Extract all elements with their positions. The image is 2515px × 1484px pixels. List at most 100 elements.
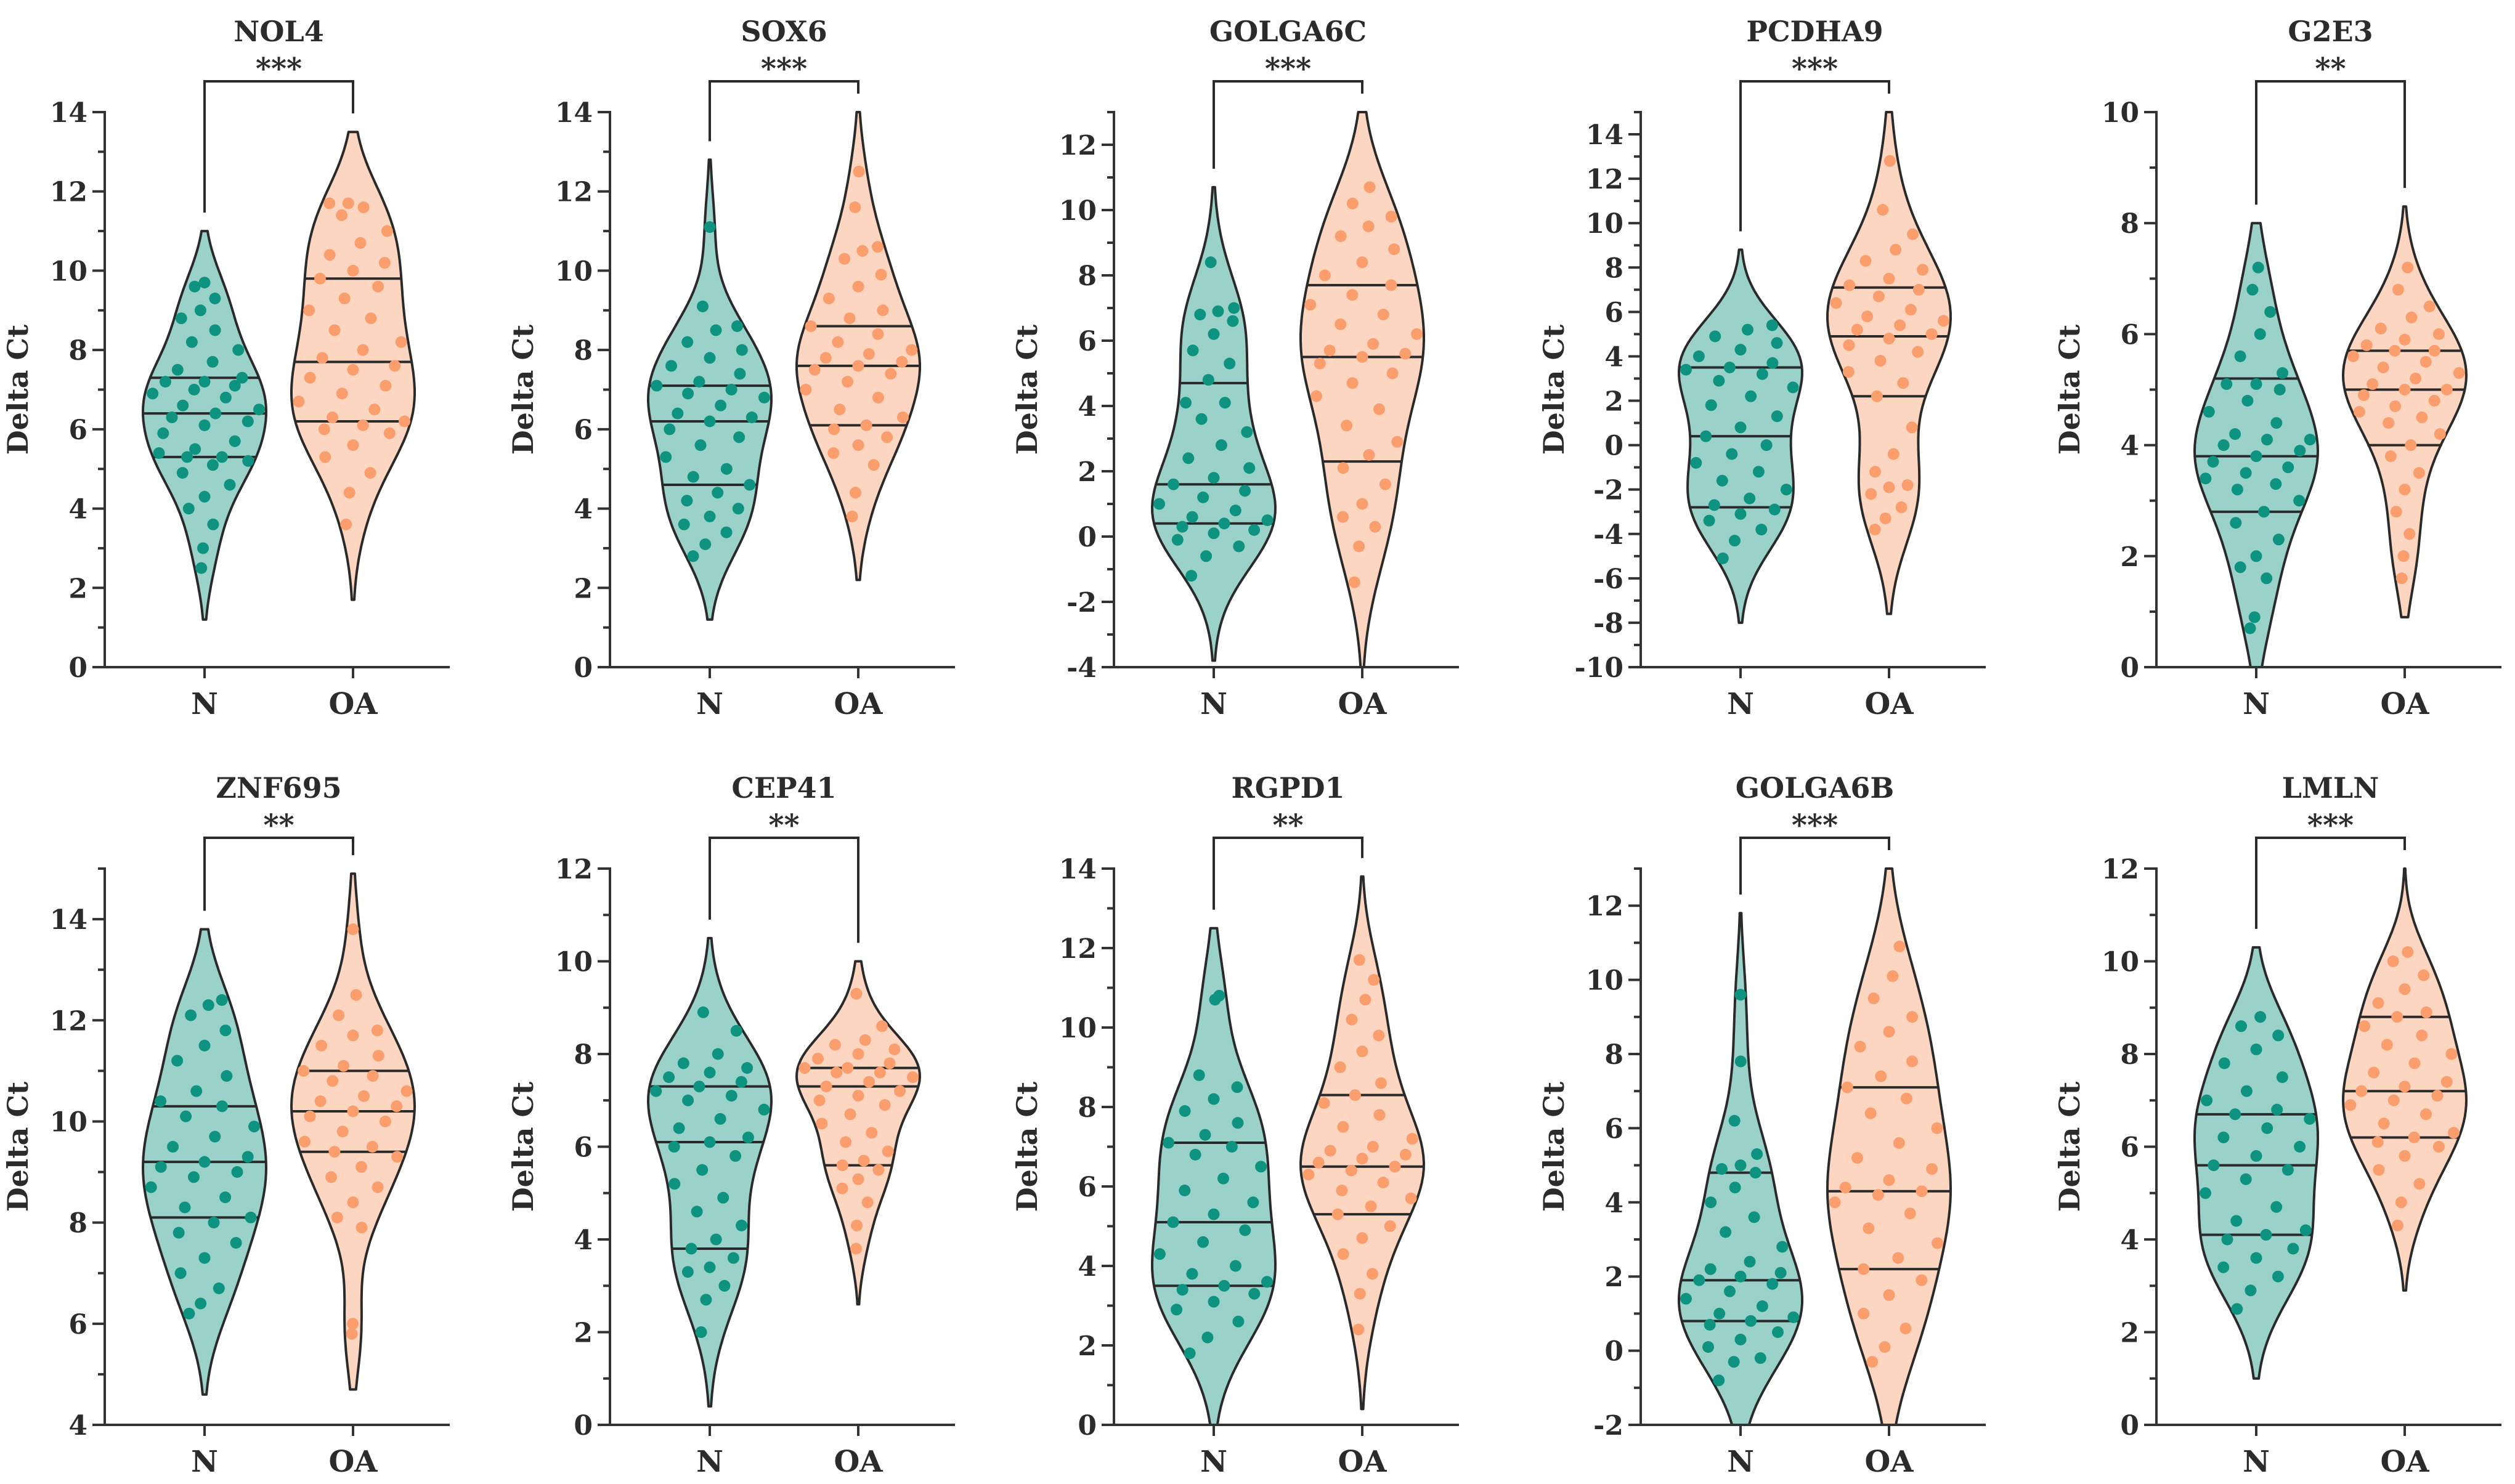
data-point-n bbox=[1728, 1114, 1741, 1127]
data-point-n bbox=[171, 363, 184, 376]
y-tick-label: 10 bbox=[50, 256, 87, 287]
data-point-n bbox=[2200, 1187, 2211, 1199]
data-point-oa bbox=[2368, 1066, 2380, 1079]
data-point-oa bbox=[852, 280, 864, 293]
data-point-oa bbox=[1843, 339, 1855, 351]
data-point-n bbox=[160, 376, 171, 388]
data-point-oa bbox=[304, 371, 316, 384]
data-point-oa bbox=[1900, 1092, 1912, 1105]
data-point-n bbox=[1693, 1274, 1705, 1286]
data-point-oa bbox=[357, 344, 369, 356]
y-tick-label: 0 bbox=[1604, 431, 1623, 462]
y-tick-label: 0 bbox=[1078, 522, 1097, 553]
data-point-oa bbox=[1302, 1169, 1315, 1181]
data-point-oa bbox=[2416, 1029, 2428, 1042]
data-point-n bbox=[2229, 1108, 2241, 1121]
data-point-oa bbox=[813, 1094, 826, 1106]
y-tick-label: 2 bbox=[2120, 541, 2139, 573]
data-point-n bbox=[1208, 527, 1220, 540]
data-point-oa bbox=[2367, 378, 2379, 390]
data-point-n bbox=[242, 455, 254, 467]
data-point-n bbox=[734, 368, 746, 380]
data-point-n bbox=[704, 1136, 716, 1148]
data-point-n bbox=[697, 1006, 709, 1018]
violin-n bbox=[647, 936, 773, 1408]
data-point-n bbox=[650, 1085, 662, 1097]
data-point-n bbox=[1153, 1248, 1166, 1260]
data-point-oa bbox=[1858, 1307, 1870, 1320]
data-point-n bbox=[1709, 330, 1721, 343]
data-point-oa bbox=[2402, 946, 2414, 958]
data-point-n bbox=[1703, 514, 1715, 527]
data-point-oa bbox=[2408, 1057, 2421, 1069]
chart-title: GOLGA6B bbox=[1736, 771, 1895, 805]
x-tick-label-oa: OA bbox=[1338, 1445, 1387, 1479]
significance-bracket bbox=[1739, 80, 1890, 232]
y-tick-label: 4 bbox=[574, 1225, 593, 1256]
chart-title: GOLGA6C bbox=[1209, 15, 1367, 48]
y-tick-label: 2 bbox=[2120, 1318, 2139, 1349]
data-point-n bbox=[1702, 1341, 1714, 1353]
panel-g2e3: 0 2 4 6 8 10 N OA Delta Ct G2E3 ** bbox=[2053, 15, 2501, 721]
data-point-oa bbox=[1932, 1237, 1944, 1249]
data-point-n bbox=[694, 439, 707, 452]
data-point-n bbox=[2299, 1224, 2312, 1236]
data-point-oa bbox=[1385, 279, 1397, 291]
y-tick-label: 4 bbox=[574, 494, 593, 525]
y-tick-label: -4 bbox=[1593, 519, 1623, 551]
y-tick-label: 4 bbox=[68, 494, 87, 525]
data-point-oa bbox=[2395, 572, 2408, 585]
data-point-n bbox=[1201, 1331, 1214, 1344]
data-point-n bbox=[1171, 533, 1184, 546]
data-point-n bbox=[682, 1094, 694, 1106]
y-tick-label: 10 bbox=[1586, 965, 1623, 997]
data-point-n bbox=[2272, 1029, 2285, 1042]
y-tick-label: 4 bbox=[2120, 1225, 2139, 1256]
data-point-oa bbox=[2440, 384, 2453, 395]
y-tick-label: 12 bbox=[1059, 933, 1097, 965]
data-point-n bbox=[1771, 337, 1783, 349]
data-point-n bbox=[2304, 434, 2316, 446]
data-point-oa bbox=[316, 352, 328, 364]
y-tick-label: 8 bbox=[1604, 1039, 1623, 1071]
data-point-n bbox=[209, 1130, 221, 1143]
data-point-n bbox=[1239, 1224, 1251, 1236]
data-point-oa bbox=[1385, 211, 1397, 223]
data-point-oa bbox=[2344, 1099, 2357, 1111]
significance-bracket bbox=[2255, 837, 2406, 929]
data-point-n bbox=[1215, 439, 1227, 452]
data-point-n bbox=[691, 1206, 703, 1218]
data-point-oa bbox=[391, 1100, 403, 1113]
data-point-oa bbox=[1318, 1097, 1330, 1109]
data-point-oa bbox=[1883, 272, 1895, 285]
data-point-n bbox=[1692, 350, 1705, 362]
data-point-oa bbox=[1337, 1121, 1349, 1133]
x-tick-label-oa: OA bbox=[1864, 687, 1914, 721]
data-point-oa bbox=[343, 487, 356, 499]
data-point-n bbox=[685, 1243, 697, 1255]
x-tick-label-n: N bbox=[696, 1445, 723, 1479]
data-point-n bbox=[730, 1024, 742, 1037]
data-point-oa bbox=[1331, 1208, 1344, 1220]
data-point-oa bbox=[1334, 1061, 1346, 1073]
data-point-oa bbox=[852, 1048, 864, 1060]
data-point-oa bbox=[1406, 1133, 1418, 1145]
data-point-n bbox=[183, 1307, 195, 1320]
data-point-n bbox=[198, 376, 211, 388]
data-point-n bbox=[2294, 445, 2306, 457]
violin-oa bbox=[2342, 205, 2468, 618]
significance-bracket bbox=[203, 837, 354, 911]
data-point-n bbox=[147, 387, 159, 400]
data-point-n bbox=[2281, 1164, 2294, 1176]
data-point-n bbox=[1705, 1196, 1717, 1209]
data-point-oa bbox=[1863, 1222, 1875, 1235]
data-point-n bbox=[1780, 484, 1792, 496]
data-point-n bbox=[2250, 378, 2262, 390]
data-point-oa bbox=[1892, 1252, 1904, 1264]
data-point-oa bbox=[2453, 367, 2465, 379]
data-point-n bbox=[1182, 452, 1195, 464]
data-point-n bbox=[664, 423, 676, 436]
y-axis-label: Delta Ct bbox=[2053, 1081, 2086, 1212]
data-point-n bbox=[741, 1062, 754, 1074]
y-tick-label: 6 bbox=[2120, 319, 2139, 351]
